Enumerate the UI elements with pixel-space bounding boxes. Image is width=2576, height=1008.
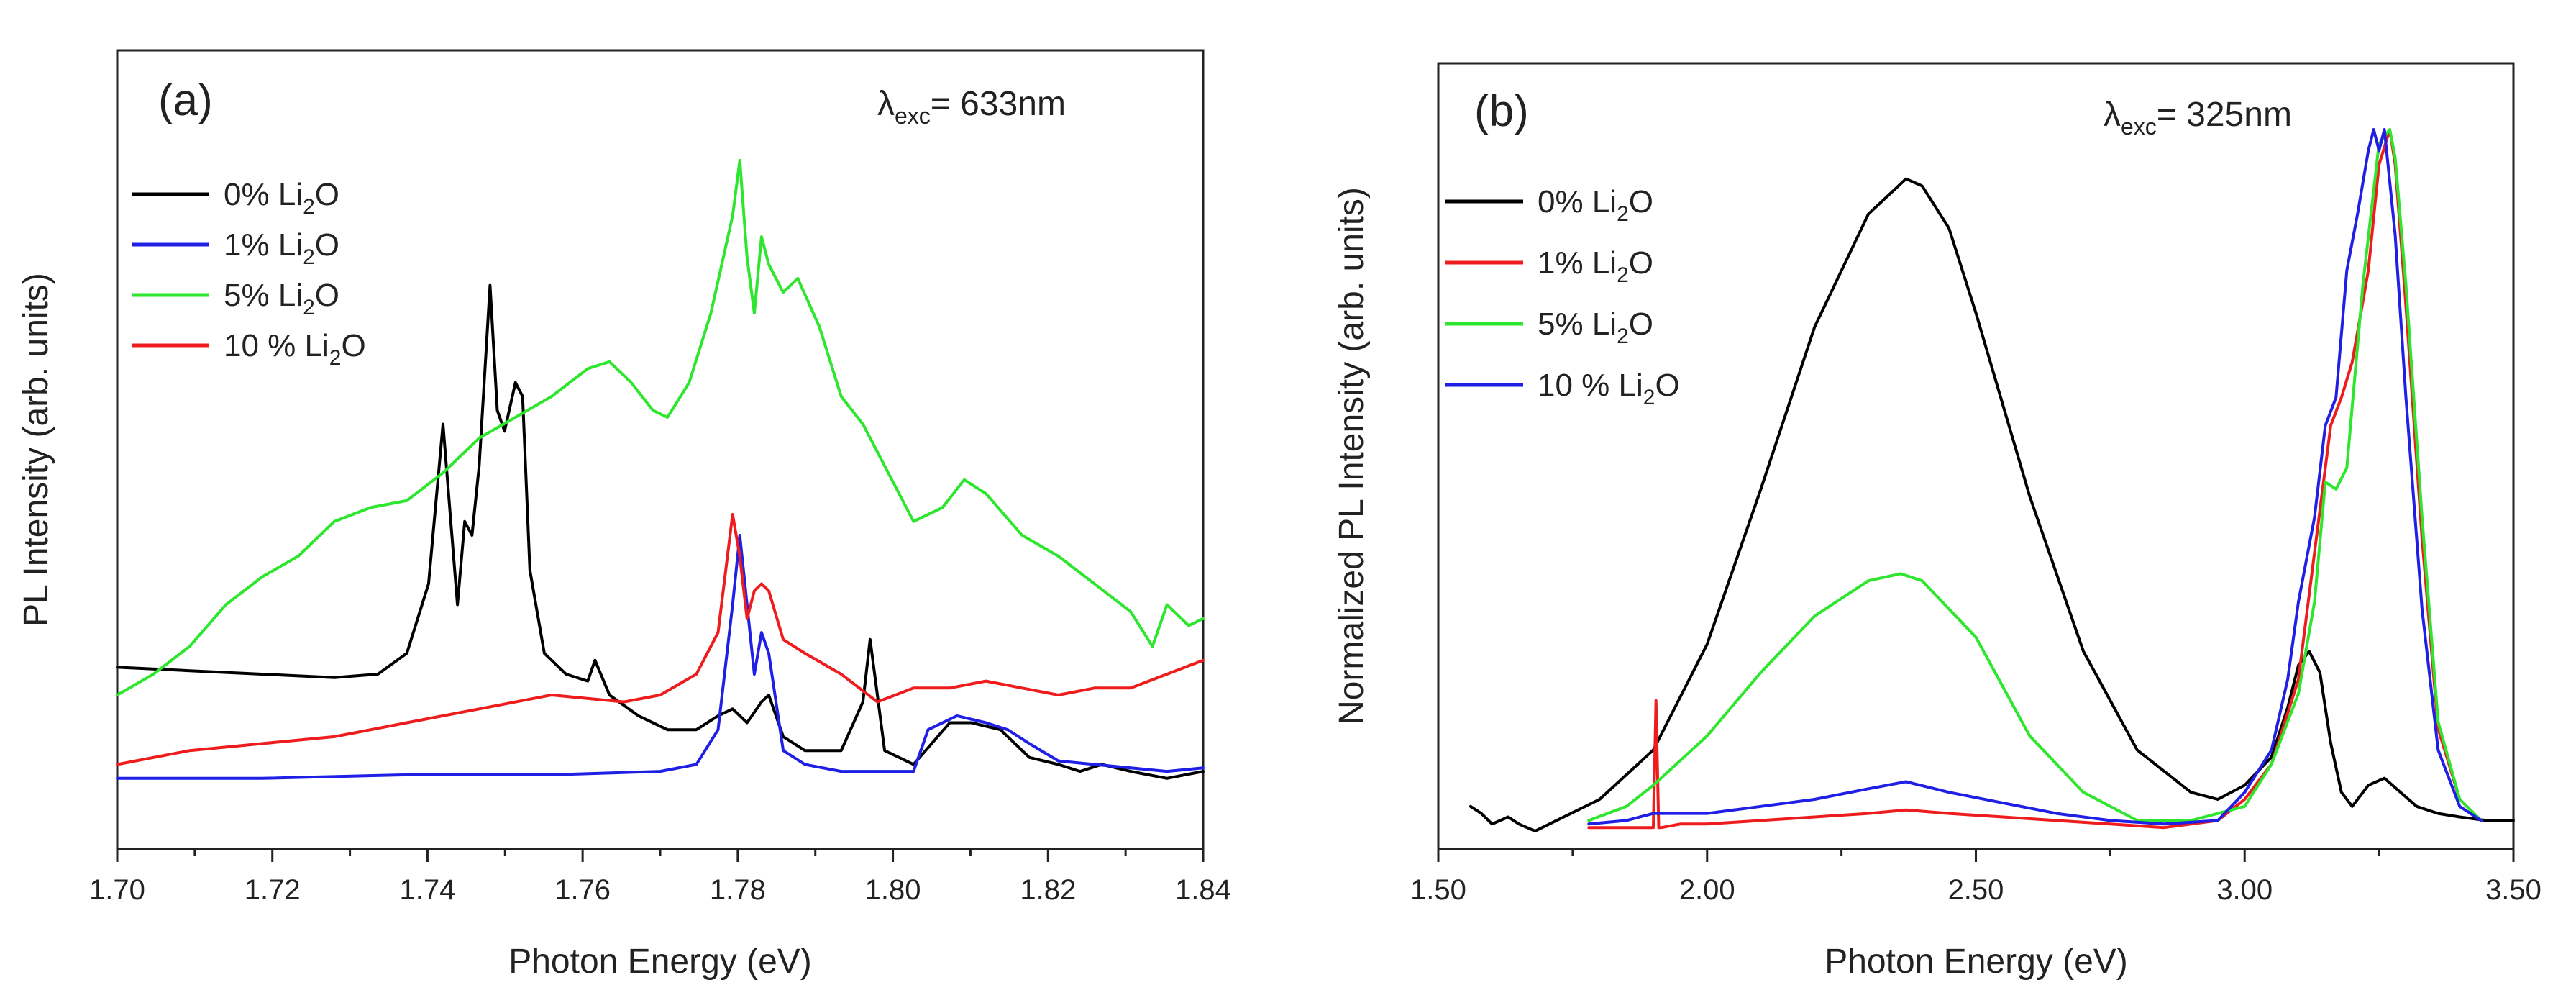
annotation-b-symbol: λ	[2104, 96, 2121, 134]
series-line-a-2	[116, 158, 1205, 696]
x-tick-label-a-7: 1.84	[1175, 874, 1231, 906]
x-tick-label-a-1: 1.72	[245, 874, 301, 906]
y-axis-label-b: Normalized PL Intensity (arb. units)	[1333, 187, 1371, 725]
legend-a: 0% Li2O 1% Li2O 5% Li2O 10 % Li2O	[132, 177, 366, 370]
plot-frame-a	[116, 49, 1205, 850]
y-axis-label-a: PL Intensity (arb. units)	[17, 273, 55, 627]
series-line-a-1	[116, 534, 1205, 780]
x-tick-label-a-4: 1.78	[710, 874, 766, 906]
legend-label-b-3: 10 % Li2O	[1538, 368, 1680, 409]
legend-label-a-2: 5% Li2O	[224, 278, 339, 319]
annotation-a: λexc= 633nm	[877, 85, 1066, 129]
x-axis-label-b: Photon Energy (eV)	[1824, 943, 2128, 981]
x-tick-label-b-2: 2.50	[1948, 874, 2004, 906]
x-ticks-b: 1.50 2.00 2.50 3.00 3.50	[1410, 849, 2541, 906]
plot-frame-b	[1437, 62, 2515, 850]
legend-label-a-3: 10 % Li2O	[224, 328, 366, 370]
x-tick-label-a-2: 1.74	[399, 874, 455, 906]
legend-label-a-1: 1% Li2O	[224, 227, 339, 269]
legend-label-b-0: 0% Li2O	[1538, 184, 1653, 226]
series-line-b-0	[1469, 177, 2515, 833]
annotation-a-symbol: λ	[877, 85, 895, 123]
legend-label-a-0: 0% Li2O	[224, 177, 339, 219]
x-tick-label-a-3: 1.76	[554, 874, 611, 906]
x-tick-label-a-0: 1.70	[89, 874, 145, 906]
x-axis-label-a: Photon Energy (eV)	[508, 943, 812, 981]
annotation-a-text: = 633nm	[931, 85, 1066, 123]
annotation-b-text: = 325nm	[2157, 96, 2292, 134]
series-line-a-3	[116, 513, 1205, 766]
annotation-a-sub: exc	[895, 103, 931, 129]
series-group-b	[1469, 128, 2515, 833]
series-group-a	[116, 158, 1205, 780]
x-tick-label-a-6: 1.82	[1020, 874, 1076, 906]
annotation-b-sub: exc	[2121, 114, 2157, 140]
x-tick-label-b-1: 2.00	[1679, 874, 1735, 906]
panel-label-b: (b)	[1474, 86, 1529, 136]
x-ticks-a: 1.70 1.72 1.74 1.76 1.78 1.80 1.82 1.84	[89, 849, 1231, 906]
series-line-a-0	[116, 283, 1205, 780]
x-tick-label-b-4: 3.50	[2485, 874, 2541, 906]
chart-panel-a: 1.70 1.72 1.74 1.76 1.78 1.80 1.82 1.84 (a) λex…	[17, 49, 1231, 981]
x-tick-label-b-3: 3.00	[2216, 874, 2273, 906]
x-tick-label-b-0: 1.50	[1410, 874, 1466, 906]
legend-b: 0% Li2O 1% Li2O 5% Li2O 10 % Li2O	[1445, 184, 1680, 409]
annotation-b: λexc= 325nm	[2104, 96, 2292, 140]
series-line-b-2	[1587, 128, 2483, 822]
panel-label-a: (a)	[158, 76, 213, 125]
legend-label-b-1: 1% Li2O	[1538, 245, 1653, 287]
chart-panel-b: 1.50 2.00 2.50 3.00 3.50 (b) λexc= 325nm 0% …	[1333, 62, 2541, 981]
x-tick-label-a-5: 1.80	[865, 874, 921, 906]
series-line-b-3	[1587, 128, 2483, 826]
legend-label-b-2: 5% Li2O	[1538, 307, 1653, 348]
series-line-b-1	[1587, 128, 2483, 830]
